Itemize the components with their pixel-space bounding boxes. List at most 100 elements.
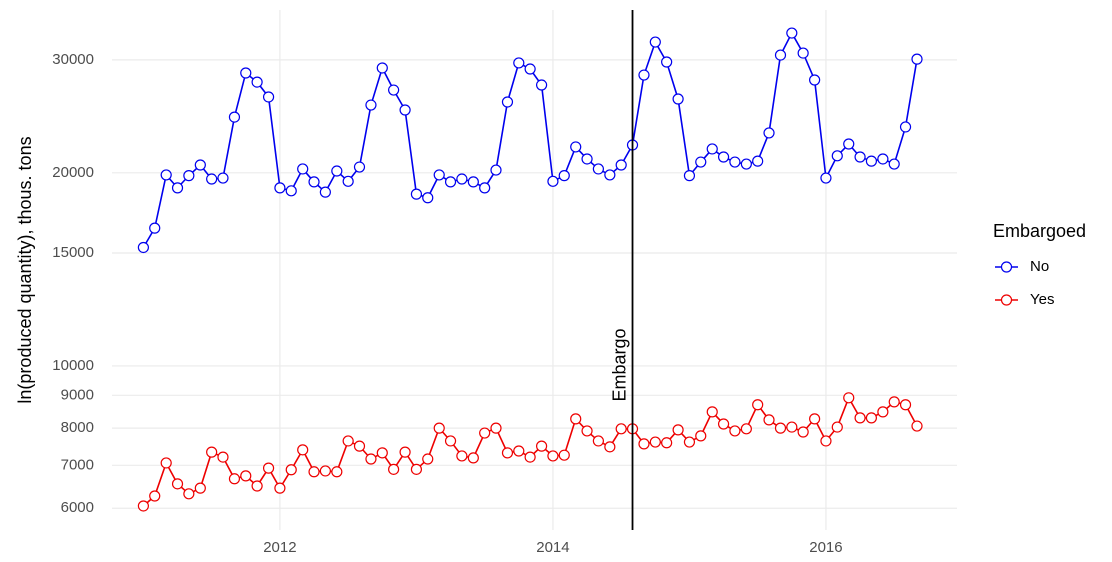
point	[251, 480, 263, 492]
point	[171, 182, 184, 194]
point	[183, 488, 195, 500]
point	[490, 422, 502, 434]
y-tick-label: 15000	[52, 244, 94, 261]
y-tick-label: 10000	[52, 357, 94, 374]
point	[308, 176, 320, 188]
point	[456, 450, 468, 462]
point	[683, 170, 696, 182]
point	[194, 482, 206, 494]
point	[160, 457, 172, 469]
point	[535, 79, 548, 91]
point	[831, 421, 843, 433]
point	[786, 421, 798, 433]
y-tick-label: 8000	[61, 419, 94, 436]
point	[695, 156, 707, 168]
point	[206, 446, 218, 458]
x-tick-label: 2014	[536, 539, 569, 556]
point	[274, 482, 286, 494]
point	[513, 445, 525, 457]
point	[251, 76, 263, 88]
point	[501, 447, 514, 459]
point	[581, 153, 593, 165]
point	[706, 406, 718, 418]
point	[467, 176, 479, 188]
point	[729, 156, 741, 168]
point	[137, 241, 149, 254]
point	[752, 399, 764, 411]
point	[695, 430, 707, 442]
point	[547, 450, 559, 462]
point	[137, 500, 149, 512]
point	[444, 176, 457, 188]
point	[388, 84, 400, 96]
point	[740, 158, 752, 170]
point	[740, 423, 752, 435]
point	[865, 155, 878, 167]
legend-label: No	[1030, 258, 1049, 275]
point	[376, 447, 388, 459]
point	[604, 441, 616, 453]
point	[854, 412, 866, 424]
point	[638, 438, 650, 450]
point	[706, 143, 718, 155]
x-tick-label: 2016	[809, 539, 842, 556]
point	[319, 186, 331, 198]
point	[217, 172, 229, 184]
point	[331, 466, 343, 478]
point	[774, 49, 787, 61]
point	[171, 478, 184, 490]
y-axis-title: ln(produced quantity), thous. tons	[15, 136, 35, 403]
point	[240, 67, 252, 79]
point	[615, 159, 627, 171]
point	[319, 465, 331, 477]
y-tick-label: 30000	[52, 51, 94, 68]
point	[752, 155, 764, 167]
point	[262, 462, 275, 474]
point	[558, 170, 570, 182]
point	[899, 399, 912, 411]
point	[308, 466, 320, 478]
y-tick-label: 6000	[61, 499, 94, 516]
point	[911, 420, 923, 432]
point	[638, 69, 650, 81]
point	[342, 175, 354, 187]
point	[206, 173, 218, 185]
point	[444, 435, 457, 447]
point	[262, 91, 275, 103]
point	[365, 453, 377, 465]
point	[717, 418, 730, 430]
point	[570, 413, 582, 425]
point	[513, 57, 525, 69]
point	[661, 56, 673, 68]
point	[433, 169, 445, 181]
x-tick-label: 2012	[263, 539, 296, 556]
point	[911, 53, 923, 65]
point	[183, 170, 195, 182]
point	[353, 440, 366, 452]
point	[217, 451, 229, 463]
point	[888, 396, 900, 408]
point	[490, 164, 502, 176]
point	[729, 425, 741, 437]
point	[399, 446, 411, 458]
point	[228, 111, 241, 123]
point	[331, 165, 343, 177]
point	[456, 173, 468, 185]
y-tick-label: 9000	[61, 386, 94, 403]
point	[547, 175, 559, 187]
point	[479, 427, 491, 439]
point	[683, 436, 696, 448]
point	[297, 163, 309, 175]
annotation-label: Embargo	[609, 328, 629, 401]
point	[410, 463, 423, 475]
point	[285, 185, 297, 197]
point	[774, 422, 787, 434]
legend-title: Embargoed	[993, 221, 1086, 241]
point	[501, 96, 514, 108]
legend-key-point	[1000, 261, 1013, 273]
point	[422, 192, 434, 204]
point	[399, 104, 411, 116]
point	[376, 62, 388, 74]
